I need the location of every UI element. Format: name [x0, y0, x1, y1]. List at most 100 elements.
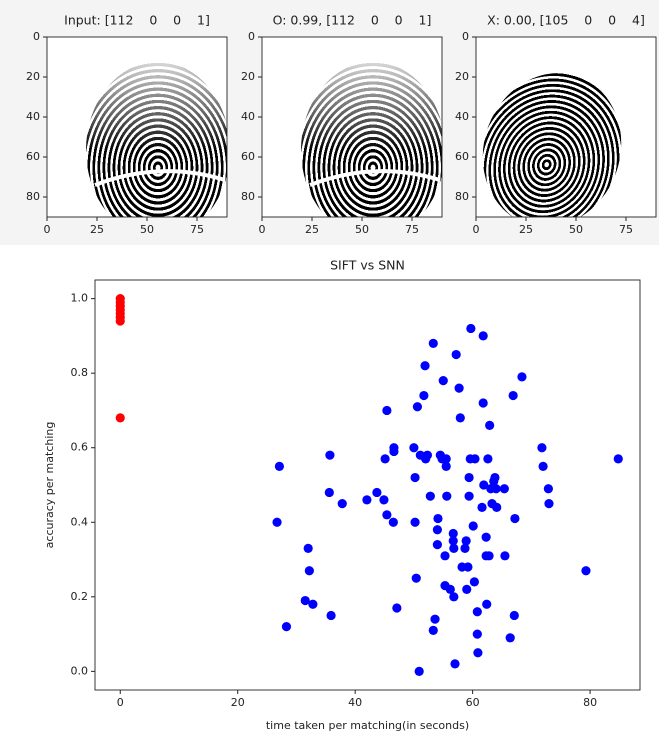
- scatter-point: [538, 461, 548, 471]
- scatter-point: [326, 610, 336, 621]
- scatter-point: [304, 566, 314, 576]
- scatter-point: [484, 551, 494, 561]
- y-tick-label: 20: [455, 70, 469, 83]
- scatter-point: [464, 472, 474, 483]
- y-tick-label: 0: [248, 30, 255, 43]
- scatter-point: [468, 521, 478, 531]
- scatter-point: [274, 461, 285, 471]
- scatter-point: [509, 610, 519, 621]
- scatter-point: [412, 402, 423, 412]
- scatter-point: [450, 659, 460, 669]
- scatter-point: [448, 528, 458, 539]
- scatter-point: [451, 349, 461, 360]
- y-tick-label: 0.8: [71, 366, 89, 379]
- x-tick-label: 0: [259, 223, 266, 236]
- x-tick-label: 0: [44, 223, 51, 236]
- scatter-point: [477, 502, 487, 512]
- fingerprint: [301, 62, 442, 217]
- scatter-point: [510, 513, 520, 524]
- scatter-point: [441, 454, 451, 464]
- x-tick-label: 80: [583, 696, 597, 709]
- scatter-point: [455, 413, 465, 423]
- axes-frame: [475, 36, 657, 218]
- scatter-point: [499, 484, 509, 494]
- x-tick-label: 40: [348, 696, 362, 709]
- scatter-point: [543, 484, 553, 494]
- scatter-point: [478, 331, 488, 341]
- x-axis-label: time taken per matching(in seconds): [266, 719, 469, 732]
- scatter-point: [537, 443, 547, 453]
- y-tick-label: 60: [241, 150, 255, 163]
- scatter-point: [449, 592, 459, 602]
- scatter-point: [613, 454, 623, 464]
- scatter-point: [500, 551, 510, 561]
- scatter-point: [490, 472, 500, 483]
- scatter-point: [325, 450, 335, 460]
- x-tick-label: 50: [355, 223, 369, 236]
- scatter-point: [448, 536, 458, 546]
- axes-frame: [46, 36, 228, 218]
- y-tick-label: 80: [241, 190, 255, 203]
- scatter-point: [472, 607, 482, 617]
- scatter-point: [469, 577, 479, 587]
- scatter-point: [115, 316, 125, 326]
- x-tick-label: 25: [305, 223, 319, 236]
- y-tick-label: 0: [462, 30, 469, 43]
- scatter-point: [449, 543, 459, 553]
- x-tick-label: 50: [569, 223, 583, 236]
- scatter-point: [466, 323, 476, 334]
- panel-title: X: 0.00, [105 0 0 4]: [487, 13, 645, 28]
- scatter-point: [441, 461, 451, 471]
- scatter-point: [324, 487, 334, 498]
- fingerprint: [86, 62, 227, 217]
- scatter-point: [464, 491, 474, 501]
- scatter-point: [491, 484, 501, 494]
- scatter-point: [438, 376, 448, 386]
- y-tick-label: 0.4: [71, 515, 89, 528]
- scatter-point: [463, 562, 473, 572]
- scatter-point: [544, 499, 554, 509]
- x-tick-label: 25: [90, 223, 104, 236]
- scatter-point: [470, 454, 480, 464]
- scatter-point: [272, 517, 282, 527]
- scatter-point: [472, 629, 482, 639]
- x-tick-label: 75: [190, 223, 204, 236]
- scatter-point: [454, 383, 464, 393]
- y-tick-label: 80: [26, 190, 40, 203]
- y-tick-label: 0: [33, 30, 40, 43]
- scatter-point: [428, 338, 438, 348]
- scatter-point: [433, 513, 443, 524]
- scatter-point: [461, 536, 471, 546]
- y-tick-label: 60: [26, 150, 40, 163]
- y-tick-label: 0.0: [71, 664, 89, 677]
- scatter-point: [430, 614, 440, 624]
- scatter-point: [420, 361, 430, 371]
- y-tick-label: 20: [241, 70, 255, 83]
- scatter-point: [485, 420, 495, 430]
- y-tick-label: 40: [455, 110, 469, 123]
- scatter-point: [414, 666, 424, 676]
- scatter-point: [388, 517, 398, 527]
- x-tick-label: 75: [405, 223, 419, 236]
- x-tick-label: 0: [117, 696, 124, 709]
- chart-title: SIFT vs SNN: [330, 258, 405, 273]
- scatter-point: [392, 603, 402, 613]
- scatter-point: [409, 443, 419, 453]
- scatter-point: [442, 491, 452, 501]
- scatter-point: [428, 625, 438, 635]
- scatter-point: [372, 487, 382, 498]
- axes-frame: [261, 36, 443, 218]
- scatter-point: [115, 413, 125, 423]
- y-tick-label: 1.0: [71, 292, 89, 305]
- scatter-point: [337, 499, 347, 509]
- scatter-point: [482, 599, 492, 609]
- scatter-point: [508, 390, 518, 401]
- scatter-point: [419, 390, 429, 401]
- scatter-point: [422, 450, 433, 460]
- scatter-point: [362, 495, 372, 505]
- x-tick-label: 50: [140, 223, 154, 236]
- scatter-point: [478, 398, 488, 408]
- scatter-point: [308, 599, 318, 609]
- x-tick-label: 0: [473, 223, 480, 236]
